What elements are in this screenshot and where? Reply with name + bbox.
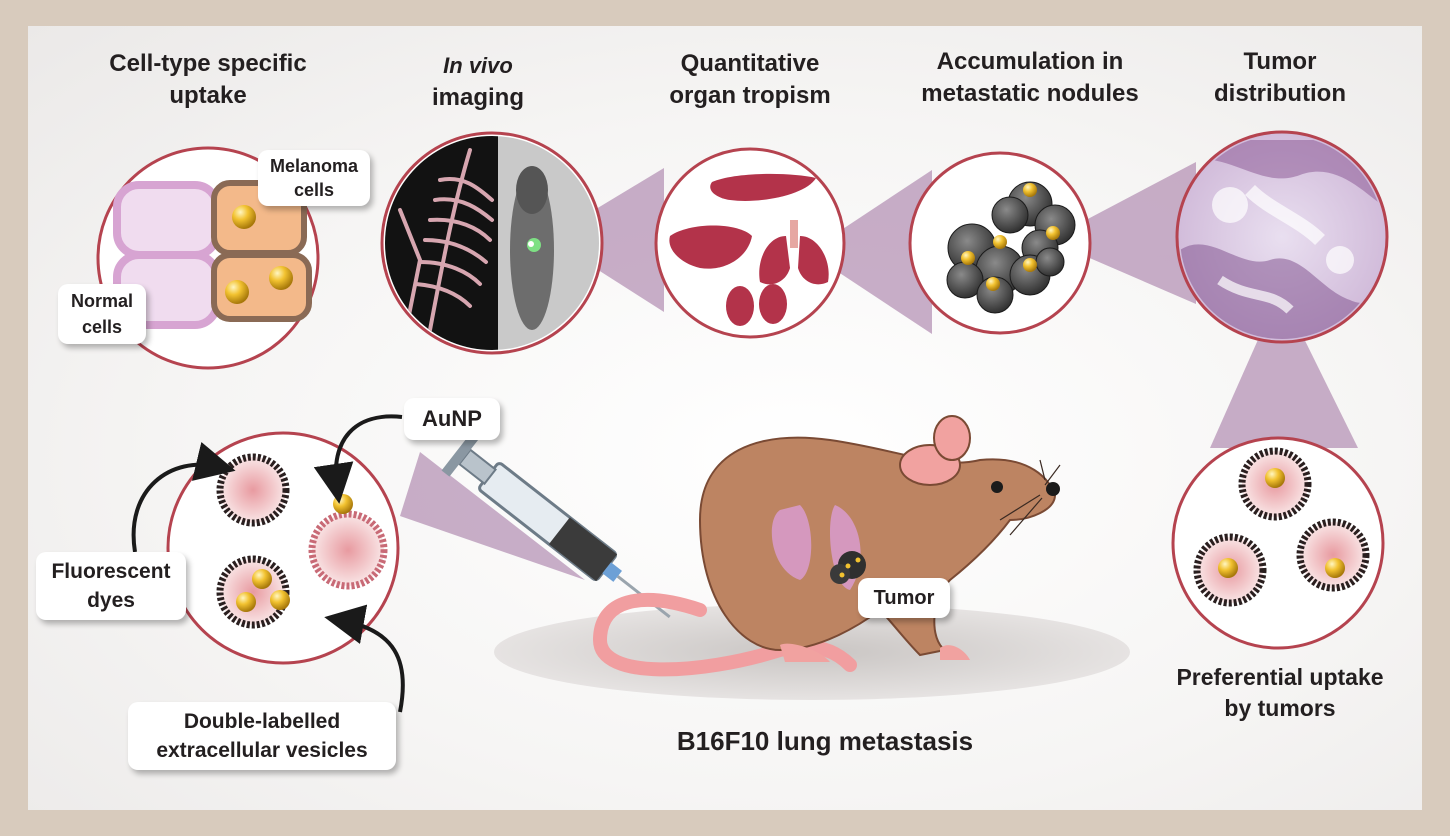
double-labelled-callout: Double-labelled extracellular vesicles [128, 702, 396, 770]
cone-syringe-to-vesicles [400, 452, 585, 580]
histology-stain-icon [1180, 140, 1384, 339]
mouse-illustration [592, 415, 1061, 677]
normal-line1: Normal [70, 291, 133, 311]
fluorescent-line1: Fluorescent [51, 560, 171, 583]
liver-icon [669, 225, 752, 269]
heading-cell-type-line2: uptake [169, 82, 247, 109]
mouse-body [698, 436, 1057, 657]
preferential-line2: by tumors [1224, 695, 1336, 721]
heading-tumor-distribution: Tumor distribution [1185, 46, 1375, 110]
tumor-callout: Tumor [858, 578, 950, 618]
heading-nodules-line2: metastatic nodules [921, 80, 1139, 107]
skeleton-scan-icon [398, 148, 494, 332]
heading-nodules-line1: Accumulation in [936, 48, 1124, 75]
heading-nodules: Accumulation in metastatic nodules [895, 46, 1165, 110]
aunp-callout: AuNP [404, 398, 500, 440]
dye-arrow [131, 441, 236, 553]
kidney-left-icon [726, 286, 754, 326]
vesicle-arrow [324, 604, 405, 713]
mouse-ear-front [933, 415, 971, 461]
double-line1: Double-labelled [183, 710, 341, 733]
kidney-right-icon [759, 284, 787, 324]
cone-organs-to-nodules [808, 170, 932, 334]
heading-in-vivo-line1: In vivo [443, 53, 513, 78]
spleen-icon [710, 173, 816, 201]
heading-organ-line1: Quantitative [680, 50, 820, 77]
lungs-icon [759, 236, 829, 285]
connector-cones [400, 162, 1358, 580]
tumor-vesicles-icon [1193, 447, 1370, 607]
fluorescent-callout: Fluorescent dyes [36, 552, 186, 620]
fluorescent-line2: dyes [87, 589, 135, 612]
heading-organ-line2: organ tropism [669, 82, 831, 109]
heading-organ: Quantitative organ tropism [640, 48, 860, 112]
mouse-front-paw [940, 645, 970, 660]
normal-callout: Normal cells [58, 284, 146, 344]
normal-line2: cells [81, 317, 123, 337]
tumor-label: Tumor [873, 586, 935, 609]
heading-in-vivo-line2: imaging [431, 84, 524, 111]
preferential-caption: Preferential uptake by tumors [1155, 662, 1405, 724]
heading-tumor-dist-line2: distribution [1214, 80, 1346, 107]
double-line2: extracellular vesicles [156, 739, 368, 762]
melanoma-line2: cells [293, 180, 335, 200]
mouse-tumor-nodule [830, 551, 866, 584]
organs-icon [669, 173, 829, 326]
heading-cell-type-line1: Cell-type specific [109, 50, 307, 77]
gold-nanoparticles [961, 183, 1060, 291]
heading-tumor-dist-line1: Tumor [1243, 48, 1317, 75]
preferential-line1: Preferential uptake [1176, 664, 1384, 690]
cone-imaging-to-organs [548, 168, 664, 312]
syringe-icon [441, 431, 671, 619]
aunp-label: AuNP [422, 406, 482, 431]
heading-in-vivo: In vivo imaging [398, 50, 558, 114]
histology-circle [1175, 130, 1389, 344]
model-caption-text: B16F10 lung metastasis [676, 726, 974, 756]
uptake-circle [1171, 436, 1385, 650]
melanoma-line1: Melanoma [269, 156, 359, 176]
nodule-circle [908, 151, 1092, 335]
organ-circle [654, 147, 846, 339]
vesicle-circle [166, 431, 400, 665]
model-caption: B16F10 lung metastasis [600, 726, 1050, 757]
aunp-arrow [313, 414, 403, 504]
mouse-back-paw [780, 643, 830, 662]
xray-mouse-icon [510, 166, 554, 330]
cone-nodules-to-tumor [1048, 162, 1196, 304]
imaging-circle [380, 131, 604, 355]
cell-uptake-circle [96, 146, 320, 370]
cone-tumor-to-uptake [1210, 290, 1358, 448]
label-arrows [131, 414, 405, 713]
mouse-tail [592, 593, 857, 677]
mouse-eye [991, 481, 1003, 493]
melanoma-callout: Melanoma cells [258, 150, 370, 206]
mouse-nose [1046, 482, 1060, 496]
heading-cell-type: Cell-type specific uptake [78, 48, 338, 112]
mouse-whiskers [999, 459, 1061, 536]
double-labelled-vesicles-icon [216, 453, 388, 629]
